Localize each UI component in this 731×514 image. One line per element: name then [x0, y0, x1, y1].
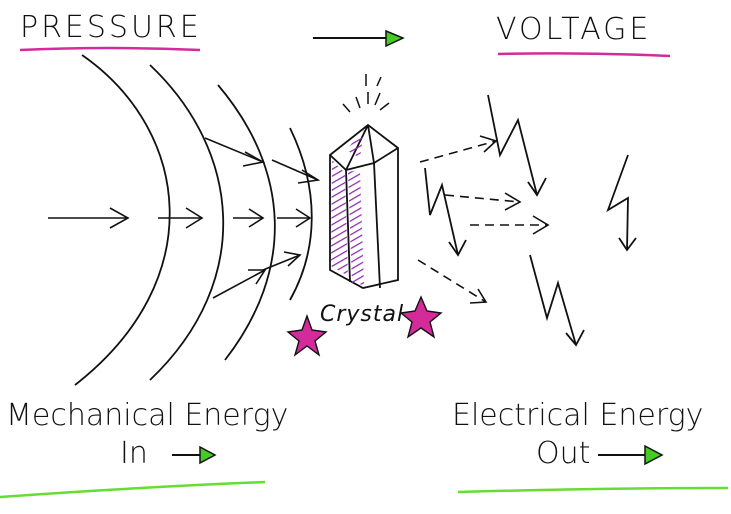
crystal-icon	[329, 123, 399, 289]
electrical-underline	[457, 486, 729, 494]
arrow-icon	[419, 135, 498, 163]
lightning-bolt-icon	[529, 254, 585, 347]
lightning-bolts	[424, 94, 637, 347]
lightning-bolt-icon	[606, 154, 637, 252]
wave-arc-4	[289, 127, 313, 301]
arrow-icon	[48, 207, 130, 229]
pressure-arrows	[48, 137, 321, 299]
pressure-title: PRESSURE	[20, 10, 202, 45]
electrical-out-label: Out	[536, 436, 591, 471]
out-arrow-icon	[598, 444, 664, 466]
lightning-bolt-icon	[424, 167, 467, 257]
arrow-icon	[417, 259, 488, 304]
mechanical-in-label: In	[120, 436, 148, 471]
arrow-icon	[470, 215, 550, 235]
arrow-icon	[158, 207, 204, 229]
wave-arc-1	[74, 54, 171, 386]
voltage-underline	[497, 52, 671, 58]
crystal-label: Crystal	[320, 302, 405, 327]
wave-arc-3	[217, 84, 276, 361]
arrow-icon	[444, 192, 522, 211]
mechanical-underline	[0, 480, 266, 499]
arrow-icon	[271, 159, 321, 184]
star-icon	[286, 313, 328, 357]
pressure-waves	[74, 54, 313, 386]
in-arrow-icon	[172, 445, 217, 465]
wave-arc-2	[149, 64, 225, 381]
arrow-icon	[204, 137, 266, 167]
voltage-title: VOLTAGE	[496, 12, 652, 47]
pressure-underline	[19, 46, 201, 52]
arrow-icon	[212, 269, 267, 299]
lightning-bolt-icon	[487, 94, 547, 197]
arrow-icon	[233, 208, 265, 228]
output-dashed-arrows	[417, 135, 550, 304]
arrow-icon	[262, 251, 302, 271]
mechanical-energy-label: Mechanical Energy	[6, 398, 289, 433]
title-arrow-icon	[313, 29, 405, 48]
star-icon	[399, 295, 443, 339]
arrow-icon	[277, 208, 312, 228]
sparkle-lines	[342, 74, 390, 113]
electrical-energy-label: Electrical Energy	[452, 398, 704, 433]
